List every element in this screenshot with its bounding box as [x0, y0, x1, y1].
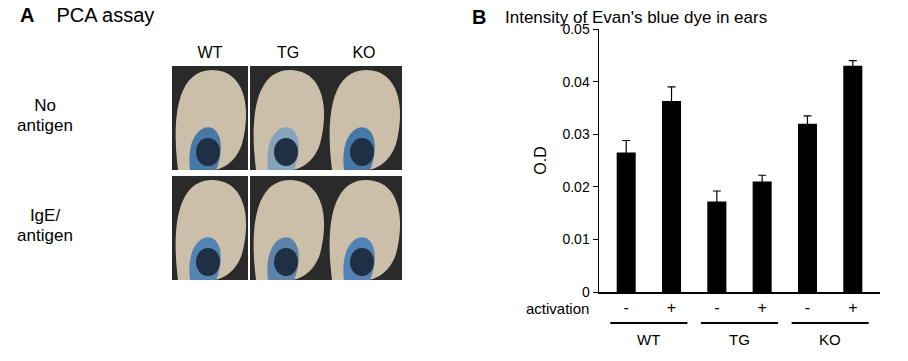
svg-text:KO: KO	[819, 331, 841, 348]
svg-text:B: B	[472, 6, 486, 28]
svg-text:+: +	[757, 299, 766, 316]
svg-text:-: -	[624, 299, 629, 316]
svg-text:0.03: 0.03	[562, 126, 589, 142]
svg-text:-: -	[714, 299, 719, 316]
svg-text:+: +	[848, 299, 857, 316]
html-text:A: A	[20, 4, 35, 26]
svg-text:0.04: 0.04	[562, 74, 589, 90]
html-text:WT: WT	[197, 44, 223, 61]
svg-text:activation: activation	[526, 300, 589, 317]
html-text:TG: TG	[276, 44, 300, 61]
svg-text:0.05: 0.05	[562, 21, 589, 37]
html-text:No antigen: No antigen	[17, 96, 73, 135]
svg-text:O.D: O.D	[532, 146, 549, 174]
svg-text:0.01: 0.01	[562, 231, 589, 247]
svg-text:0: 0	[582, 284, 590, 300]
svg-text:0.02: 0.02	[562, 179, 589, 195]
html-text:KO: KO	[352, 44, 376, 61]
html-text:IgE/ antigen: IgE/ antigen	[17, 206, 73, 245]
svg-text:WT: WT	[637, 331, 660, 348]
svg-text:-: -	[805, 299, 810, 316]
svg-text:+: +	[667, 299, 676, 316]
svg-text:TG: TG	[729, 331, 750, 348]
html-text:PCA assay: PCA assay	[56, 4, 155, 26]
svg-text:Intensity of Evan's blue dye i: Intensity of Evan's blue dye in ears	[505, 8, 767, 27]
